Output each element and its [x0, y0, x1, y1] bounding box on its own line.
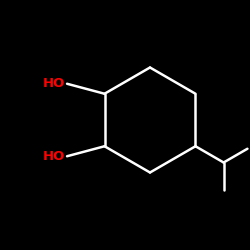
Text: HO: HO — [43, 150, 65, 163]
Text: HO: HO — [43, 77, 65, 90]
